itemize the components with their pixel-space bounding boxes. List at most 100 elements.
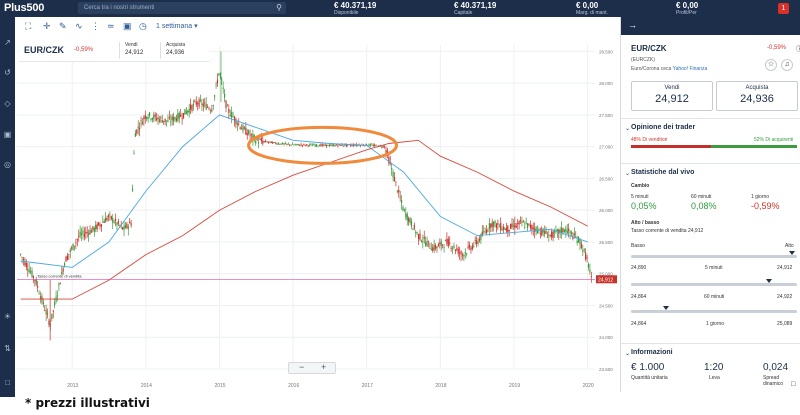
candle-body xyxy=(86,232,88,234)
candle-body xyxy=(565,228,567,232)
search-icon[interactable]: ⚲ xyxy=(276,3,282,12)
candle-body xyxy=(123,225,125,230)
info-label: Leva xyxy=(709,375,720,381)
compare-icon[interactable]: ≃ xyxy=(107,21,115,31)
portfolio-icon[interactable]: ▣ xyxy=(3,130,12,139)
sell-button[interactable]: Vendi 24,912 xyxy=(631,81,713,111)
zoom-in-button[interactable]: + xyxy=(321,362,327,372)
candle-body xyxy=(514,223,516,229)
candle-body xyxy=(323,144,325,146)
candle-body xyxy=(127,226,129,229)
candle-body xyxy=(282,142,284,145)
candle-body xyxy=(457,248,459,254)
tag-icon[interactable]: ◇ xyxy=(4,99,11,108)
info-title[interactable]: Informazioni xyxy=(631,349,673,356)
candle-body xyxy=(400,200,403,203)
candle-body xyxy=(105,217,107,223)
candle-body xyxy=(287,143,289,145)
zoom-out-button[interactable]: − xyxy=(299,362,305,372)
candle-body xyxy=(205,103,207,110)
candle-body xyxy=(153,114,155,119)
candle-body xyxy=(307,145,309,147)
candle-body xyxy=(46,313,49,315)
candle-body xyxy=(535,226,537,232)
candle-body xyxy=(563,230,566,233)
collapse-arrow-icon[interactable]: → xyxy=(628,20,637,30)
candle-body xyxy=(480,234,482,240)
yahoo-link[interactable]: Yahoo! Finanza xyxy=(672,66,708,72)
candle-body xyxy=(65,256,67,262)
notification-badge[interactable]: 1 xyxy=(778,3,789,14)
candle-body xyxy=(124,224,127,229)
candle-body xyxy=(191,105,193,111)
candle-body xyxy=(249,134,251,136)
candle-body xyxy=(154,114,156,117)
stat-capitale: € 40.371,19 Capitale xyxy=(454,1,496,16)
instruments-icon[interactable]: ↺ xyxy=(4,68,11,77)
candle-body xyxy=(202,104,204,107)
candle-body xyxy=(412,228,414,231)
candle-body xyxy=(32,276,35,278)
candle-body xyxy=(399,197,401,199)
candle-body xyxy=(107,215,110,218)
indicators-icon[interactable]: ∿ xyxy=(75,21,83,31)
chat-bubble-icon[interactable]: □ xyxy=(791,381,796,388)
period-dropdown[interactable]: 1 settimana ▾ xyxy=(156,23,198,30)
clock-icon[interactable]: ◷ xyxy=(139,21,147,31)
candle-body xyxy=(398,189,400,193)
candle-body xyxy=(306,144,308,146)
snapshot-icon[interactable]: ▣ xyxy=(123,21,132,31)
funds-icon[interactable]: ◎ xyxy=(4,160,11,169)
candle-body xyxy=(204,102,206,104)
plus500-logo[interactable]: Plus500 xyxy=(4,2,45,14)
candle-body xyxy=(112,217,114,223)
chevron-down-icon[interactable]: ⌄ xyxy=(625,171,631,177)
candle-body xyxy=(198,99,200,107)
fullscreen-icon[interactable]: ⛶ xyxy=(25,21,32,31)
bell-icon[interactable]: ♫ xyxy=(781,59,793,71)
settings-icon[interactable]: ☀ xyxy=(3,312,12,321)
sell-price: 24,912 xyxy=(125,50,144,56)
candle-body xyxy=(31,270,33,277)
buy-price-box[interactable]: Acquista 24,936 xyxy=(166,42,185,57)
change-value: 0,05% xyxy=(631,201,657,211)
live-stats-title[interactable]: Statistiche dal vivo xyxy=(631,169,695,176)
search-input[interactable]: Cerca tra i nostri strumenti ⚲ xyxy=(78,2,286,14)
candle-body xyxy=(37,286,39,288)
candle-body xyxy=(485,229,488,233)
star-icon[interactable]: ☆ xyxy=(765,59,777,71)
candle-body xyxy=(461,254,464,256)
candle-body xyxy=(308,144,311,146)
candle-body xyxy=(372,145,374,146)
chevron-down-icon[interactable]: ⌄ xyxy=(625,126,631,132)
buy-button[interactable]: Acquista 24,936 xyxy=(716,81,798,111)
candle-body xyxy=(337,145,339,147)
candle-body xyxy=(80,233,83,235)
info-icon[interactable]: ⓘ xyxy=(796,46,800,53)
candle-body xyxy=(180,114,182,117)
candle-body xyxy=(228,108,230,113)
range-label: 1 giorno xyxy=(706,321,725,327)
sentiment-title[interactable]: Opinione dei trader xyxy=(631,124,696,131)
candle-type-icon[interactable]: ⋮ xyxy=(91,21,100,31)
sell-price-box[interactable]: Vendi 24,912 xyxy=(125,42,143,57)
pencil-icon[interactable]: ✎ xyxy=(59,21,67,31)
candle-body xyxy=(415,231,417,234)
info-value: 0,024 xyxy=(763,362,789,373)
y-tick-label: 27.500 xyxy=(599,113,613,118)
y-tick-label: 28.500 xyxy=(599,49,613,54)
switch-icon[interactable]: ⇅ xyxy=(4,344,11,353)
price-chart[interactable]: 28.500 28.000 27.500 27.000 26.500 26.000 25.5… xyxy=(15,17,620,392)
candle-body xyxy=(531,225,533,230)
instrument-symbol: EUR/CZK xyxy=(24,45,64,55)
candle-body xyxy=(429,248,431,249)
range-high: 24,922 xyxy=(777,294,793,300)
chat-icon[interactable]: □ xyxy=(5,378,10,387)
candle-body xyxy=(460,251,462,255)
buy-label: Acquista xyxy=(166,42,186,48)
crosshair-icon[interactable]: ✛ xyxy=(43,21,51,31)
chevron-down-icon[interactable]: ⌄ xyxy=(625,351,631,357)
info-label: Spread dinamico xyxy=(763,375,784,387)
candle-body xyxy=(386,150,389,154)
chart-icon[interactable]: ↗ xyxy=(4,38,11,47)
